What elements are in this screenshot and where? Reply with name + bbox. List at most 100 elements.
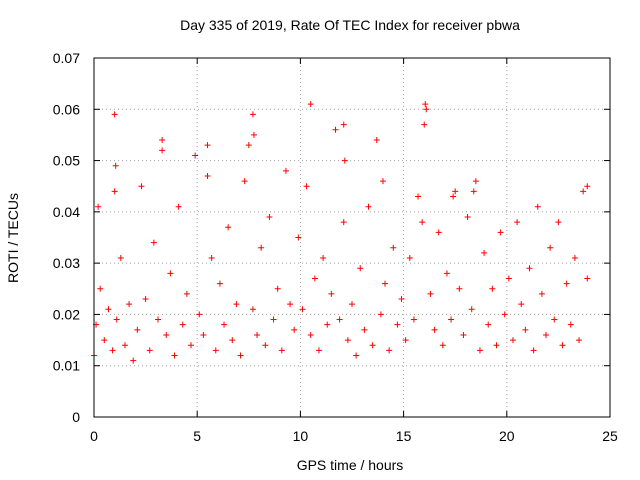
data-point — [150, 239, 157, 246]
data-point — [443, 270, 450, 277]
axis-ticks — [93, 57, 611, 418]
data-point — [282, 167, 289, 174]
data-point — [270, 316, 277, 323]
data-point — [497, 229, 504, 236]
data-point — [117, 255, 124, 262]
data-point — [154, 316, 161, 323]
data-point — [109, 347, 116, 354]
data-point — [241, 178, 248, 185]
data-point — [470, 188, 477, 195]
data-point — [543, 331, 550, 338]
y-tick-label: 0.04 — [53, 204, 80, 220]
x-axis-label: GPS time / hours — [297, 457, 404, 473]
y-tick-label: 0 — [72, 409, 80, 425]
data-point — [204, 142, 211, 149]
data-point — [468, 306, 475, 313]
data-point — [382, 280, 389, 287]
data-point — [130, 357, 137, 364]
data-point — [258, 244, 265, 251]
data-point — [299, 306, 306, 313]
y-tick-label: 0.01 — [53, 358, 80, 374]
data-point — [324, 321, 331, 328]
data-point — [567, 321, 574, 328]
data-point — [369, 342, 376, 349]
data-point — [386, 347, 393, 354]
data-point — [138, 183, 145, 190]
data-point — [188, 342, 195, 349]
data-point — [336, 316, 343, 323]
data-point — [406, 255, 413, 262]
data-point — [307, 331, 314, 338]
data-point — [514, 219, 521, 226]
x-tick-label: 5 — [193, 428, 201, 444]
x-tick-label: 20 — [499, 428, 515, 444]
y-axis-label: ROTI / TECUs — [5, 193, 21, 283]
data-point — [493, 342, 500, 349]
data-point — [481, 249, 488, 256]
data-point — [584, 275, 591, 282]
data-point — [580, 188, 587, 195]
x-tick-label: 15 — [396, 428, 412, 444]
data-point — [303, 183, 310, 190]
data-point — [171, 352, 178, 359]
data-point — [167, 270, 174, 277]
data-point — [485, 321, 492, 328]
data-point — [421, 121, 428, 128]
data-point — [357, 265, 364, 272]
data-point — [204, 172, 211, 179]
data-point — [111, 111, 118, 118]
data-point — [95, 203, 102, 210]
y-tick-label: 0.05 — [53, 153, 80, 169]
data-point — [349, 301, 355, 308]
data-point — [142, 296, 149, 303]
data-point — [526, 265, 533, 272]
data-point — [221, 321, 228, 328]
data-point — [551, 316, 558, 323]
data-point — [365, 203, 372, 210]
y-tick-label: 0.03 — [53, 255, 80, 271]
data-point — [340, 219, 347, 226]
data-point — [571, 255, 578, 262]
data-point — [340, 121, 347, 128]
data-point — [249, 306, 256, 313]
data-point — [216, 280, 223, 287]
y-tick-label: 0.06 — [53, 101, 80, 117]
data-point — [501, 311, 508, 318]
data-point — [225, 224, 232, 231]
data-point — [332, 126, 339, 133]
tick-labels: 0 5 10 15 20 25 0 0.01 0.02 0.03 0.04 0.05 0.06 0.07 — [53, 50, 618, 444]
grid-lines — [94, 58, 610, 417]
data-point — [456, 285, 463, 292]
data-point — [452, 188, 459, 195]
data-point — [237, 352, 244, 359]
data-point — [212, 347, 219, 354]
data-point — [291, 326, 298, 333]
data-point — [584, 183, 591, 190]
data-point — [448, 316, 455, 323]
data-point — [410, 316, 417, 323]
data-point — [97, 285, 104, 292]
data-point — [196, 311, 203, 318]
data-point — [266, 213, 273, 220]
y-tick-label: 0.07 — [53, 50, 80, 66]
data-point — [295, 234, 302, 241]
data-point — [111, 188, 118, 195]
data-point — [390, 244, 397, 251]
data-point — [200, 331, 207, 338]
data-point — [373, 137, 380, 144]
data-point — [311, 275, 318, 282]
data-point — [262, 342, 269, 349]
data-point — [126, 301, 133, 308]
data-point — [472, 178, 479, 185]
x-tick-label: 25 — [602, 428, 618, 444]
data-point — [419, 219, 426, 226]
data-point — [105, 306, 112, 313]
data-point — [250, 131, 257, 138]
data-point — [320, 255, 327, 262]
data-point — [509, 337, 516, 344]
chart-title: Day 335 of 2019, Rate Of TEC Index for r… — [180, 17, 520, 33]
data-point — [563, 280, 570, 287]
data-point — [489, 285, 496, 292]
data-point — [315, 347, 322, 354]
